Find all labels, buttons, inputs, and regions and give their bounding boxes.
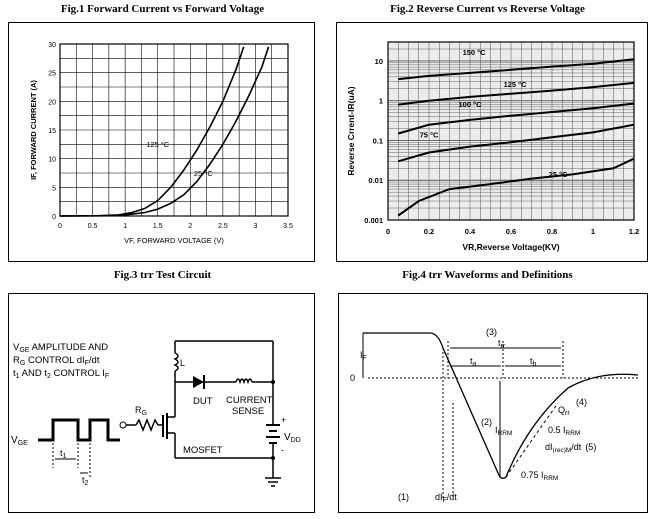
qrr-label: Qrr [558,405,570,417]
fig1-title: Fig.1 Forward Current vs Forward Voltage [60,3,265,15]
series-label: 75 °C [420,130,439,139]
y-tick-label: 30 [48,42,56,49]
x-tick-label: 0.8 [547,227,557,236]
label-2: (2) [481,417,492,427]
plot-frame [59,43,289,217]
series-label: 150 °C [463,48,487,57]
dirrm-label: dI(rec)M/dt (5) [545,442,596,454]
x-tick-label: 1.5 [153,223,163,230]
current-sense-label-2: SENSE [232,406,264,417]
series-label: 125 °C [504,80,528,89]
fig4-title: Fig.4 trr Waveforms and Definitions [402,269,573,281]
x-tick-label: 0 [386,227,390,236]
y-tick-label: 10 [375,57,383,66]
label-vge-amplitude: VGE AMPLITUDE AND [13,342,108,354]
fig2-panel [336,22,648,262]
x-axis-label: VF, FORWARD VOLTAGE (V) [124,236,224,245]
label-t1-t2-control: t1 AND t2 CONTROL IF [13,368,109,380]
trr-label: trr [498,338,506,350]
irrm-label: IRRM [495,425,512,437]
series-label: 100 °C [458,100,482,109]
series-line [59,46,270,217]
y-tick-label: 15 [48,128,56,135]
x-tick-label: 3.5 [283,223,293,230]
current-sense-label-1: CURRENT [226,395,273,406]
series-line [398,58,635,81]
series-label: 125 °C [146,140,170,149]
x-tick-label: 2 [188,223,192,230]
fig2-chart: 0 0.2 0.4 0.6 0.8 1 1.2 0.001 0.01 0.1 1 10 VR,Rever… [346,41,639,252]
vdd-label: VDD [284,432,301,444]
ta-label: ta [470,356,477,368]
label-1: (1) [398,492,409,502]
x-tick-label: 1.2 [629,227,639,236]
x-tick-label: 0.2 [424,227,434,236]
y-tick-label: 10 [48,157,56,164]
gate-pulse-waveform [38,418,120,442]
plot-frame [387,41,635,221]
vge-label: VGE [11,435,28,447]
fig1-chart: 0 0.5 1 1.5 2 2.5 3 3.5 0 5 10 15 20 25 30 VF, FORWARD … [29,42,293,245]
inductor-label: L [180,358,185,368]
x-tick-label: 0.6 [506,227,516,236]
mosfet-label: MOSFET [183,445,223,456]
series-label: 25 °C [194,169,213,178]
x-axis-label: VR,Reverse Voltage(KV) [462,242,559,252]
current-waveform [429,332,639,479]
y-tick-label: 5 [52,185,56,192]
label-3: (3) [486,327,497,337]
y-tick-label: 0 [52,214,56,221]
x-tick-label: 0.5 [88,223,98,230]
x-tick-label: 2.5 [218,223,228,230]
gate-resistor [135,417,159,433]
y-tick-label: 0.001 [364,216,383,225]
series-line [398,123,635,163]
if-label: IF [360,350,367,362]
label-rg-control: RG CONTROL dIF/dt [13,355,100,367]
x-tick-label: 0.4 [465,227,476,236]
fig3-panel [8,293,315,513]
y-axis-label: Reverse Crrent-IR(uA) [346,86,356,175]
zero-label: 0 [350,373,355,383]
fig2-title: Fig.2 Reverse Current vs Reverse Voltage [390,3,585,15]
x-tick-label: 1 [591,227,595,236]
series-label: 25 °C [549,170,568,179]
x-tick-label: 1 [123,223,127,230]
trr-waveform: IF 0 (3) trr ta tb (2) IRRM (4) Qrr 0.5 … [350,327,639,504]
dif-label: dIF/dt [435,492,457,504]
y-tick-label: 1 [379,97,383,106]
series-line [397,157,635,217]
y-tick-label: 0.1 [373,136,383,145]
inductor [173,352,179,372]
fig4-panel [338,293,648,513]
dut-label: DUT [193,396,213,407]
half-irrm-label: 0.5 IRRM [548,425,580,437]
vdd-minus: - [281,445,284,455]
y-axis-label: IF, FORWARD CURRENT (A) [29,80,38,180]
tb-label: tb [530,356,537,368]
label-4: (4) [576,397,587,407]
t2-label: t2 [82,475,89,487]
x-tick-label: 0 [58,223,62,230]
y-tick-label: 0.01 [368,176,383,185]
y-tick-label: 25 [48,71,56,78]
y-tick-label: 20 [48,99,56,106]
series-line [398,102,635,135]
series-line [398,81,635,106]
current-sense [235,378,253,385]
quarter-irrm-label: 0.75 IRRM [521,470,558,482]
vdd-plus: + [281,415,286,425]
x-tick-label: 3 [253,223,257,230]
dut-diode [193,376,204,388]
fig1-panel [8,22,315,262]
series-line [59,46,245,217]
trr-test-circuit: VGE AMPLITUDE AND RG CONTROL dIF/dt t1 A… [11,340,301,487]
fig3-title: Fig.3 trr Test Circuit [113,269,212,281]
rg-label: RG [135,405,147,417]
t1-label: t1 [60,448,67,460]
